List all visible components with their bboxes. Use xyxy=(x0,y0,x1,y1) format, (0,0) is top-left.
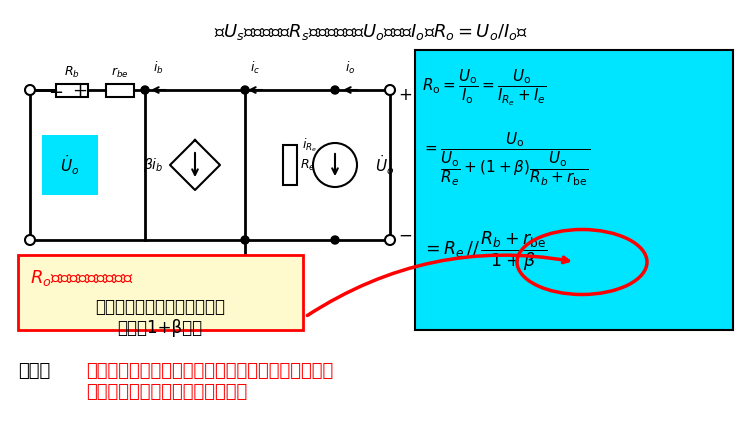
Text: $\dot{U}_o$: $\dot{U}_o$ xyxy=(60,153,80,177)
Circle shape xyxy=(25,85,35,95)
Text: $i_c$: $i_c$ xyxy=(250,60,260,76)
Text: $i_{R_e}$: $i_{R_e}$ xyxy=(302,136,317,154)
Circle shape xyxy=(331,236,339,244)
Text: $i_b$: $i_b$ xyxy=(153,60,163,76)
Circle shape xyxy=(25,235,35,245)
Text: 输入电阻大，输出电阻小；只放大电流，不放大电压
；在一定条件下有电压跟随作用！: 输入电阻大，输出电阻小；只放大电流，不放大电压 ；在一定条件下有电压跟随作用！ xyxy=(86,362,334,401)
Circle shape xyxy=(331,86,339,94)
Circle shape xyxy=(141,86,149,94)
Bar xyxy=(415,50,733,330)
Circle shape xyxy=(385,235,395,245)
Text: $r_{be}$: $r_{be}$ xyxy=(111,66,129,80)
Text: $=R_e\,//\,\dfrac{R_b+r_{\rm be}}{1+\beta}$: $=R_e\,//\,\dfrac{R_b+r_{\rm be}}{1+\bet… xyxy=(422,230,547,273)
Text: $R_e$: $R_e$ xyxy=(300,158,316,173)
Text: $=\dfrac{U_{\rm o}}{\dfrac{U_{\rm o}}{R_e}+(1+\beta)\dfrac{U_{\rm o}}{R_b+r_{\rm: $=\dfrac{U_{\rm o}}{\dfrac{U_{\rm o}}{R_… xyxy=(422,130,590,187)
Text: $-$: $-$ xyxy=(398,226,412,244)
Text: $+$: $+$ xyxy=(72,82,88,100)
Text: $-$: $-$ xyxy=(48,82,64,100)
Text: $R_o$与信号源内阻有关！: $R_o$与信号源内阻有关！ xyxy=(30,268,134,288)
Bar xyxy=(106,83,134,96)
Bar xyxy=(18,255,303,330)
Bar xyxy=(56,83,88,96)
Text: $+$: $+$ xyxy=(398,86,412,104)
Circle shape xyxy=(241,236,249,244)
Text: $R_{\rm o}=\dfrac{U_{\rm o}}{I_{\rm o}}=\dfrac{U_{\rm o}}{I_{R_e}+I_e}$: $R_{\rm o}=\dfrac{U_{\rm o}}{I_{\rm o}}=… xyxy=(422,68,547,108)
Circle shape xyxy=(241,86,249,94)
Circle shape xyxy=(313,143,357,187)
Circle shape xyxy=(385,85,395,95)
Text: $\beta i_b$: $\beta i_b$ xyxy=(143,156,163,174)
Text: 令$U_s$为零，保留$R_s$，在输出端加$U_o$，产生$I_o$，$R_o=U_o/I_o$。: 令$U_s$为零，保留$R_s$，在输出端加$U_o$，产生$I_o$，$R_o… xyxy=(214,22,528,42)
Text: 从射极看基极回路电阻，被减
小到（1+β）倍: 从射极看基极回路电阻，被减 小到（1+β）倍 xyxy=(95,298,225,337)
Bar xyxy=(42,135,98,195)
Text: $i_o$: $i_o$ xyxy=(345,60,355,76)
Text: 特点：: 特点： xyxy=(18,362,51,380)
Text: $\dot{U}_o$: $\dot{U}_o$ xyxy=(375,153,395,177)
Bar xyxy=(283,145,297,185)
Text: $R_b$: $R_b$ xyxy=(64,66,80,80)
